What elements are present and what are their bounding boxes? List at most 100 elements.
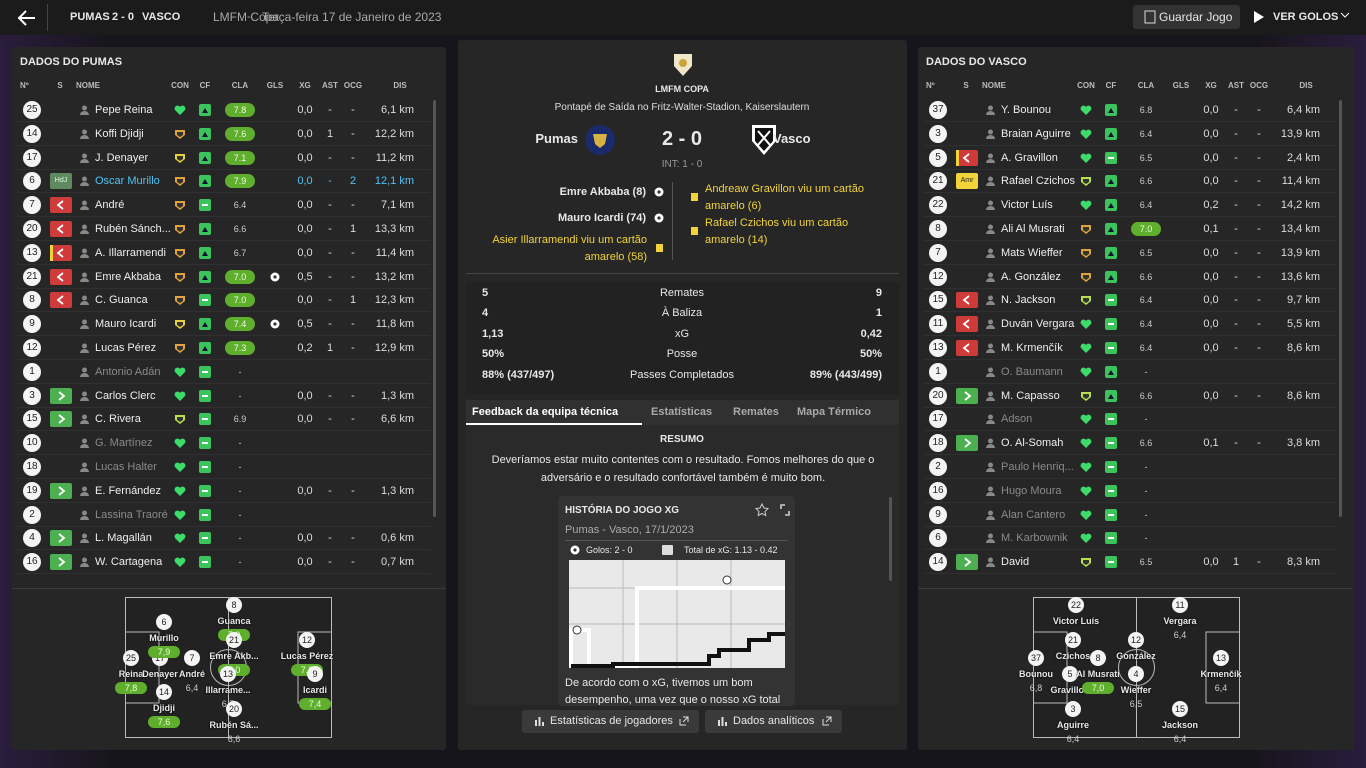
tab[interactable]: Remates [733,406,779,418]
distance: 7,1 km [380,199,414,212]
player-row[interactable] [18,480,430,503]
person-icon [80,153,89,163]
player-row[interactable] [924,170,1336,194]
condition [1080,176,1092,187]
goals-button[interactable]: VER GOLOS [1273,11,1339,23]
tab[interactable]: Mapa Térmico [797,406,871,418]
stat-ast: - [328,199,332,212]
person-icon-svg [80,367,89,377]
player-row[interactable] [924,147,1336,170]
number-badge: 14 [23,124,41,143]
player-row[interactable] [924,408,1336,432]
player-row[interactable] [18,99,430,122]
player-row[interactable] [18,527,430,551]
player-row[interactable] [18,194,430,218]
rating: - [238,366,242,377]
card-icons[interactable] [755,503,795,517]
player-name: Antonio Adán [95,365,161,378]
player-row[interactable] [924,480,1336,503]
number-badge: 37 [929,101,947,119]
stat-ast: - [1234,389,1238,402]
player-row[interactable] [18,456,430,479]
player-row[interactable] [18,504,430,527]
player-row[interactable] [924,456,1336,479]
player-row[interactable] [18,123,430,146]
player-row[interactable] [18,242,430,265]
back-button[interactable] [17,8,37,28]
button-bg[interactable] [522,710,699,733]
player-row[interactable] [924,266,1336,289]
person-icon [80,438,89,449]
body [80,134,89,139]
player-row[interactable] [18,218,430,241]
player-row[interactable] [924,218,1336,241]
player-row[interactable] [924,289,1336,313]
pitch-name: Czichos [1055,651,1091,661]
player-row[interactable] [924,123,1336,146]
button-label[interactable]: Estatísticas de jogadores [550,715,673,727]
player-row[interactable] [18,385,430,408]
player-row[interactable] [924,99,1336,122]
player-row[interactable] [924,337,1336,360]
stat-xg: 0,2 [297,342,313,354]
cf-up [202,227,208,232]
player-row[interactable] [18,408,430,432]
player-row[interactable] [924,242,1336,265]
scrollbar[interactable] [889,497,892,581]
player-row[interactable] [924,385,1336,408]
player-row[interactable] [18,147,430,170]
sub-box [956,292,978,309]
sub-arrow [964,390,972,401]
sub-arrow [962,295,970,306]
player-row[interactable] [18,289,430,313]
player-row[interactable] [18,551,430,575]
column-header: CON [171,81,189,90]
player-row[interactable] [924,504,1336,527]
half-time: INT: 1 - 0 [661,159,703,170]
condition [174,557,186,568]
player-row[interactable] [18,266,430,289]
number-badge: 13 [23,243,41,262]
condition [174,176,186,187]
stat-xg: 0,1 [1203,437,1219,450]
condition [174,414,186,425]
event-ball-svg [654,187,664,197]
body [986,539,995,544]
chevron-svg [1340,12,1350,18]
button-label[interactable]: Dados analíticos [733,715,815,727]
distance: 12,3 km [374,294,414,307]
player-row[interactable] [18,337,430,360]
tab[interactable]: Feedback da equipa técnica [472,406,619,418]
save-button-bg[interactable] [1133,5,1240,29]
player-row[interactable] [18,170,430,194]
stat-ast: - [1234,342,1238,354]
player-row[interactable] [18,432,430,456]
shield-inner [177,179,183,185]
cf-flat [1108,537,1114,540]
body [986,420,995,425]
table-scrollbar[interactable] [433,100,436,517]
head [82,391,87,397]
player-row[interactable] [18,361,430,384]
player-row[interactable] [924,313,1336,337]
person-icon-svg [986,510,995,520]
player-row[interactable] [924,361,1336,384]
rating: 7.4 [225,317,255,332]
condition [1080,319,1092,330]
player-row[interactable] [924,432,1336,456]
player-row[interactable] [924,194,1336,218]
player-row[interactable] [18,313,430,337]
player-row[interactable] [924,551,1336,575]
sub-in [50,530,72,547]
button-bg[interactable] [705,710,842,733]
save-button[interactable]: Guardar Jogo [1159,10,1233,24]
rating: 6.4 [1139,200,1153,211]
head [82,510,87,516]
player-row[interactable] [924,527,1336,551]
tab[interactable]: Estatísticas [651,406,713,418]
table-scrollbar[interactable] [1339,100,1342,517]
body [986,253,995,258]
stat-ast: 1 [326,342,334,354]
fitness-svg [199,437,211,450]
button-icon-svg [535,717,544,726]
